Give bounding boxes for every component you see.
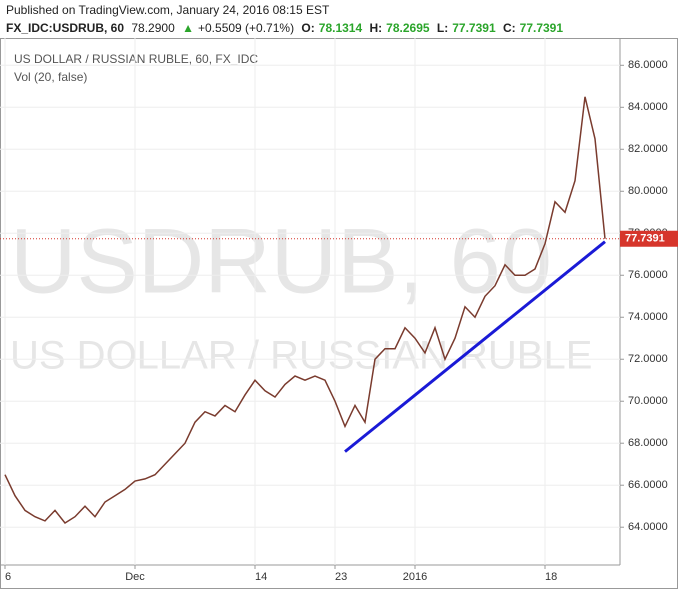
y-tick-label: 74.0000	[628, 311, 668, 323]
y-tick-label: 70.0000	[628, 395, 668, 407]
low: 77.7391	[452, 21, 496, 35]
l-label: L:	[436, 21, 449, 35]
y-tick-label: 86.0000	[628, 59, 668, 71]
price-line	[4, 96, 606, 525]
high: 78.2695	[386, 21, 430, 35]
symbol: FX_IDC:USDRUB, 60	[6, 21, 125, 35]
y-tick-label: 80.0000	[628, 185, 668, 197]
x-tick-label: 18	[545, 571, 557, 583]
c-label: C:	[502, 21, 516, 35]
published: Published on TradingView.com, January 24…	[6, 3, 330, 17]
x-tick-label: Dec	[125, 571, 145, 583]
y-tick-label: 64.0000	[628, 521, 668, 533]
last-price-label: 77.7391	[625, 233, 665, 245]
x-tick-label: 6	[5, 571, 11, 583]
o-label: O:	[301, 21, 315, 35]
watermark: USDRUB, 60	[10, 210, 552, 312]
quote-line: FX_IDC:USDRUB, 60 78.2900 ▲ +0.5509 (+0.7…	[6, 21, 567, 35]
y-tick-label: 66.0000	[628, 479, 668, 491]
chart: USDRUB, 60 US DOLLAR / RUSSIAN RUBLE US …	[0, 38, 678, 589]
last: 78.2900	[131, 21, 175, 35]
x-tick-label: 23	[335, 571, 347, 583]
y-tick-label: 68.0000	[628, 437, 668, 449]
header: Published on TradingView.com, January 24…	[0, 0, 678, 38]
y-tick-label: 76.0000	[628, 269, 668, 281]
y-tick-label: 84.0000	[628, 101, 668, 113]
close: 77.7391	[519, 21, 564, 35]
y-tick-label: 72.0000	[628, 353, 668, 365]
open: 78.1314	[318, 21, 363, 35]
x-tick-label: 2016	[403, 571, 427, 583]
arrow: ▲	[182, 21, 194, 35]
last-price-box	[620, 230, 678, 247]
watermark-name: US DOLLAR / RUSSIAN RUBLE	[10, 334, 592, 378]
change: +0.5509 (+0.71%)	[198, 21, 295, 35]
trend-line	[344, 240, 606, 453]
legend-title: US DOLLAR / RUSSIAN RUBLE, 60, FX_IDC	[14, 52, 258, 66]
y-tick-label: 82.0000	[628, 143, 668, 155]
h-label: H:	[369, 21, 383, 35]
legend-volume: Vol (20, false)	[14, 70, 87, 84]
x-tick-label: 14	[255, 571, 267, 583]
